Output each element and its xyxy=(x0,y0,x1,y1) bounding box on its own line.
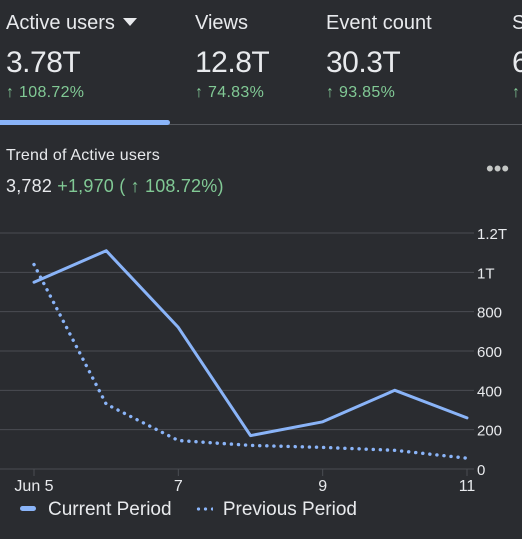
metric-label: S xyxy=(512,12,522,34)
trend-summary: 3,782 +1,970 ( ↑ 108.72%) xyxy=(6,176,224,197)
metric-label: Views xyxy=(195,12,248,34)
metric-label: Event count xyxy=(326,12,432,34)
metric-delta: ↑ 93.85% xyxy=(326,84,396,101)
legend-item-previous: Previous Period xyxy=(194,499,357,521)
metric-delta: ↑ 108.72% xyxy=(6,84,85,101)
caret-down-icon[interactable] xyxy=(122,17,137,26)
y-tick-label: 600 xyxy=(477,344,502,361)
y-tick-label: 200 xyxy=(477,423,502,440)
x-tick-label: 9 xyxy=(318,478,327,495)
trend-title: Trend of Active users xyxy=(6,147,160,164)
legend-item-current: Current Period xyxy=(20,499,172,521)
line-chart: 0 200 400 600 800 1T 1.2T Jun 5 7 9 11 xyxy=(0,226,507,495)
metric-value: 6 xyxy=(512,46,522,79)
metric-value: 3.78T xyxy=(6,46,81,79)
metric-delta: ↑ xyxy=(512,84,521,101)
y-tick-label: 1T xyxy=(477,265,495,282)
y-tick-label: 400 xyxy=(477,383,502,400)
y-tick-label: 0 xyxy=(477,462,485,479)
metric-tabs: Active users 3.78T ↑ 108.72% Views 12.8T… xyxy=(0,0,522,124)
selected-tab-indicator xyxy=(0,120,170,125)
trend-change: +1,970 ( ↑ 108.72%) xyxy=(57,176,224,196)
x-tick-label: 11 xyxy=(459,478,476,495)
chart-legend: Current Period Previous Period xyxy=(20,499,357,521)
metric-label: Active users xyxy=(6,12,115,34)
series-line-previous-period xyxy=(32,262,469,460)
tab-divider xyxy=(0,124,522,125)
solid-line-swatch-icon xyxy=(20,506,36,512)
x-tick-label: 7 xyxy=(174,478,183,495)
metric-value: 30.3T xyxy=(326,46,401,79)
legend-label-current: Current Period xyxy=(48,499,172,520)
metric-delta: ↑ 74.83% xyxy=(195,84,265,101)
y-tick-label: 800 xyxy=(477,305,502,322)
y-tick-label: 1.2T xyxy=(477,226,507,243)
more-options-icon[interactable]: ••• xyxy=(486,156,510,181)
trend-value: 3,782 xyxy=(6,176,53,196)
legend-label-previous: Previous Period xyxy=(222,499,357,520)
x-tick-label: Jun 5 xyxy=(14,478,53,495)
metric-value: 12.8T xyxy=(195,46,270,79)
series-line-current-period xyxy=(32,249,469,438)
dotted-line-swatch-icon xyxy=(194,506,213,511)
